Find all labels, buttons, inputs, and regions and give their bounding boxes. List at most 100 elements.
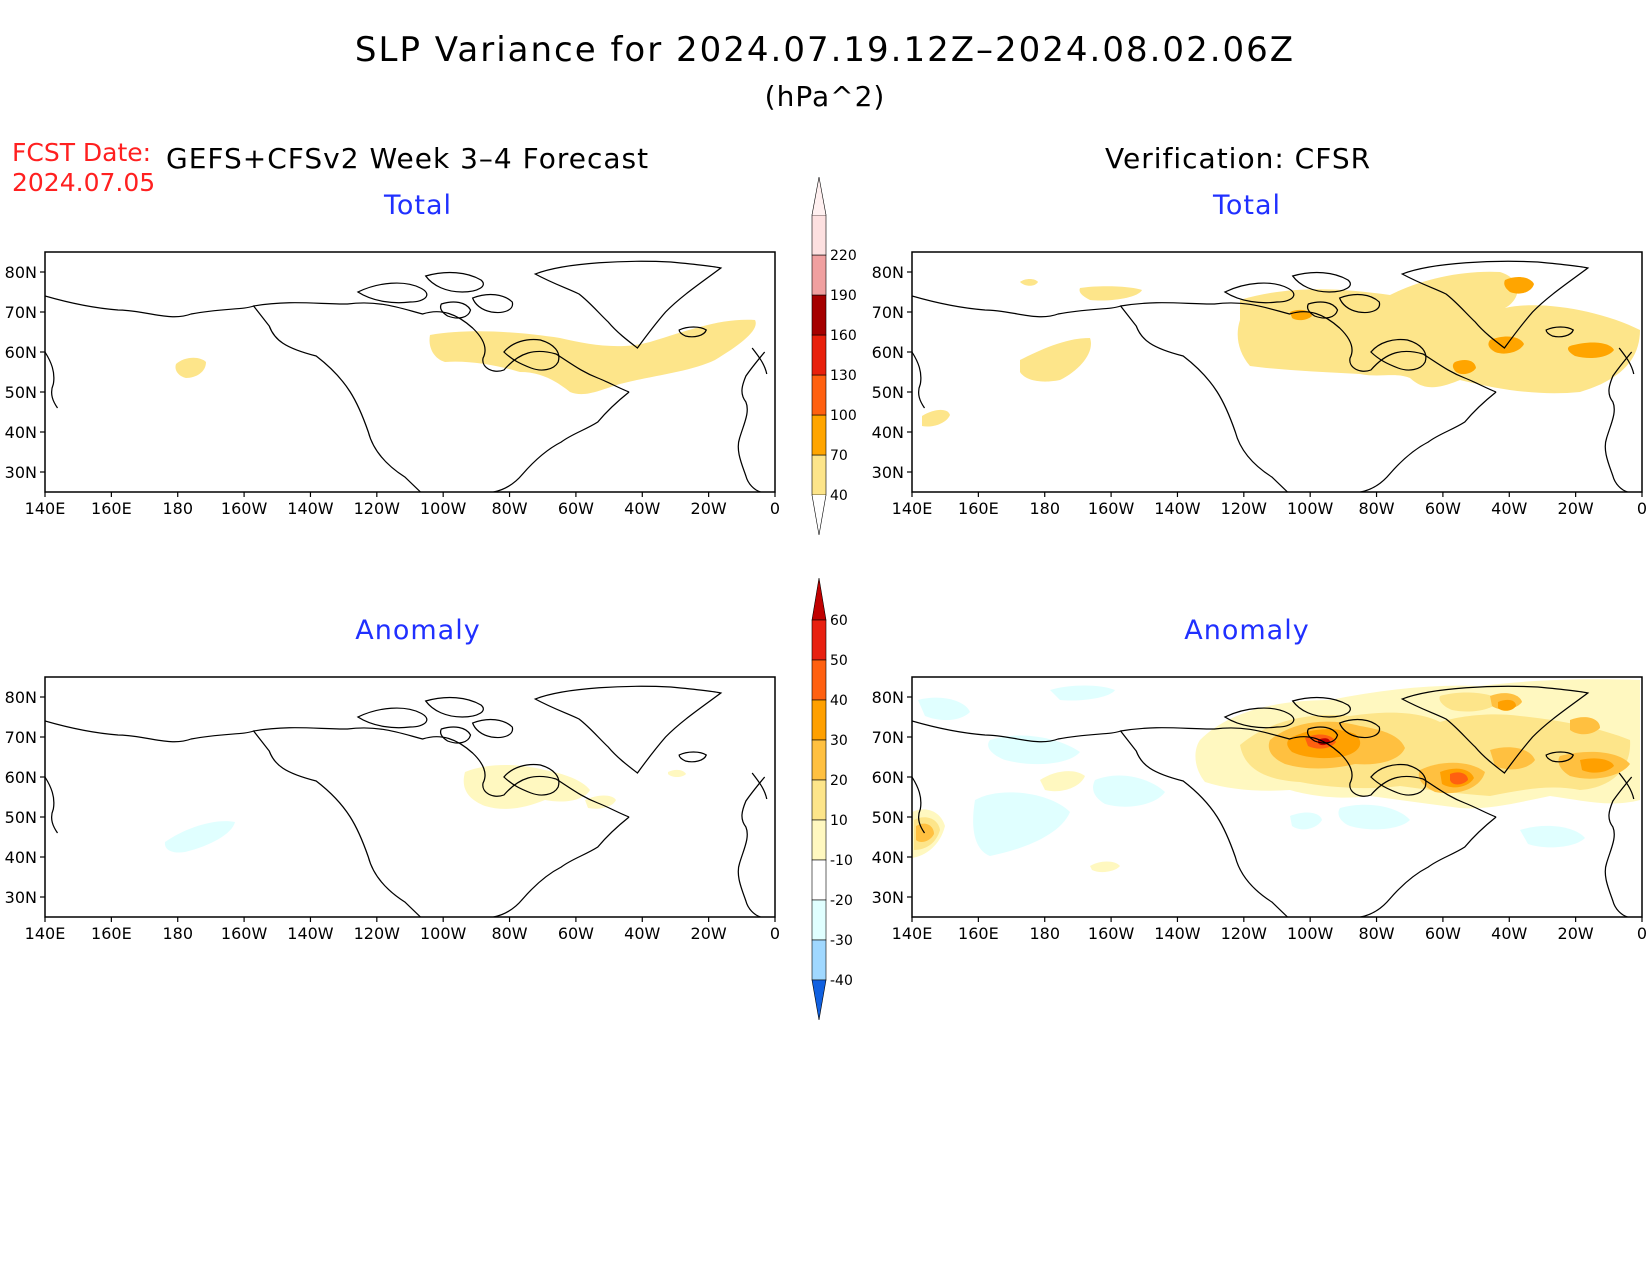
main-units: (hPa^2) bbox=[764, 80, 886, 113]
anomaly-colorbar-label: 40 bbox=[830, 693, 848, 709]
verif-anomaly-shade-30 bbox=[916, 823, 934, 842]
lat-tick-label: 80N bbox=[872, 688, 904, 707]
lon-tick-label: 60W bbox=[1425, 924, 1461, 943]
lon-tick-label: 20W bbox=[691, 924, 727, 943]
anomaly-colorbar-label: 20 bbox=[830, 773, 848, 789]
verif-anomaly-shade-30 bbox=[1490, 747, 1535, 770]
verif-anomaly-shade-neg10 bbox=[988, 735, 1080, 765]
lat-tick-label: 50N bbox=[872, 383, 904, 402]
lat-tick-label: 80N bbox=[5, 688, 37, 707]
lon-tick-label: 0 bbox=[770, 499, 780, 518]
lon-tick-label: 120W bbox=[354, 499, 401, 518]
verif-total-shade-40 bbox=[1020, 338, 1091, 382]
anomaly-colorbar-swatch bbox=[811, 819, 827, 861]
lat-tick-label: 40N bbox=[872, 423, 904, 442]
verif-anomaly-title: Anomaly bbox=[1184, 615, 1310, 646]
verif-anomaly-shade-neg10 bbox=[1520, 825, 1585, 848]
total-colorbar-swatch bbox=[811, 334, 827, 376]
lon-tick-label: 160E bbox=[91, 924, 132, 943]
lat-tick-label: 80N bbox=[5, 263, 37, 282]
lon-tick-label: 140E bbox=[25, 499, 66, 518]
lon-tick-label: 40W bbox=[624, 924, 660, 943]
anomaly-colorbar-top-cap bbox=[811, 577, 827, 621]
verif-anomaly-shade-30 bbox=[1570, 717, 1600, 735]
total-colorbar-label: 40 bbox=[830, 488, 848, 504]
lon-tick-label: 160E bbox=[91, 499, 132, 518]
lat-tick-label: 40N bbox=[5, 848, 37, 867]
verif-anomaly-shade-50 bbox=[1450, 772, 1468, 785]
lon-tick-label: 0 bbox=[1637, 499, 1647, 518]
anomaly-colorbar-bottom-cap bbox=[811, 979, 827, 1021]
lon-tick-label: 140E bbox=[892, 499, 933, 518]
lon-tick-label: 80W bbox=[1358, 499, 1394, 518]
lon-tick-label: 160E bbox=[958, 924, 999, 943]
verif-total-shade-40 bbox=[1079, 286, 1142, 301]
anomaly-colorbar-label: 50 bbox=[830, 653, 848, 669]
lon-tick-label: 180 bbox=[162, 924, 193, 943]
verif-total-panel bbox=[912, 252, 1642, 492]
verif-anomaly-frame bbox=[911, 676, 1643, 918]
verif-anomaly-shade-10 bbox=[1090, 861, 1120, 873]
verif-total-frame bbox=[911, 251, 1643, 493]
lat-tick-label: 50N bbox=[5, 383, 37, 402]
anomaly-colorbar-swatch bbox=[811, 699, 827, 741]
anomaly-colorbar-label: -20 bbox=[830, 893, 853, 909]
lon-tick-label: 80W bbox=[491, 924, 527, 943]
verif-anomaly-shade-10 bbox=[1040, 771, 1085, 792]
total-colorbar-swatch bbox=[811, 454, 827, 496]
verif-total-shade-40 bbox=[1237, 271, 1640, 394]
lon-tick-label: 100W bbox=[1287, 499, 1334, 518]
verif-anomaly-shade-40 bbox=[1580, 758, 1614, 773]
verif-anomaly-shade-neg10 bbox=[918, 697, 970, 721]
fcst-anomaly-frame bbox=[44, 676, 776, 918]
fcst-date-value: 2024.07.05 bbox=[12, 168, 156, 197]
verif-anomaly-shade-neg10 bbox=[1338, 804, 1410, 830]
lon-tick-label: 160E bbox=[958, 499, 999, 518]
lat-tick-label: 60N bbox=[5, 343, 37, 362]
lat-tick-label: 30N bbox=[5, 463, 37, 482]
total-colorbar-bottom-cap bbox=[811, 494, 827, 536]
verif-anomaly-shade-neg10 bbox=[973, 792, 1070, 856]
lon-tick-label: 180 bbox=[1029, 499, 1060, 518]
total-colorbar-swatch bbox=[811, 294, 827, 336]
lon-tick-label: 160W bbox=[221, 924, 268, 943]
verif-total-title: Total bbox=[1212, 190, 1282, 221]
total-colorbar-swatch bbox=[811, 414, 827, 456]
lon-tick-label: 80W bbox=[1358, 924, 1394, 943]
lat-tick-label: 70N bbox=[5, 728, 37, 747]
fcst-anomaly-shade-10 bbox=[668, 769, 686, 777]
lat-tick-label: 50N bbox=[5, 808, 37, 827]
lat-tick-label: 30N bbox=[5, 888, 37, 907]
lat-tick-label: 60N bbox=[872, 768, 904, 787]
fcst-total-panel bbox=[45, 252, 775, 492]
lon-tick-label: 60W bbox=[558, 499, 594, 518]
lon-tick-label: 80W bbox=[491, 499, 527, 518]
verif-anomaly-panel bbox=[912, 677, 1642, 917]
anomaly-colorbar-swatch bbox=[811, 619, 827, 661]
lon-tick-label: 0 bbox=[770, 924, 780, 943]
verif-anomaly-shade-neg10 bbox=[1290, 812, 1322, 830]
lon-tick-label: 140W bbox=[1154, 499, 1201, 518]
lat-tick-label: 30N bbox=[872, 888, 904, 907]
fcst-total-frame bbox=[44, 251, 776, 493]
anomaly-colorbar-swatch bbox=[811, 659, 827, 701]
lat-tick-label: 80N bbox=[872, 263, 904, 282]
total-colorbar-label: 70 bbox=[830, 448, 848, 464]
forecast-header: GEFS+CFSv2 Week 3–4 Forecast bbox=[166, 142, 650, 175]
lon-tick-label: 160W bbox=[1088, 924, 1135, 943]
total-colorbar-swatch bbox=[811, 214, 827, 256]
total-colorbar-label: 100 bbox=[830, 408, 857, 424]
lon-tick-label: 120W bbox=[1221, 499, 1268, 518]
lon-tick-label: 20W bbox=[1558, 499, 1594, 518]
fcst-total-shade-40 bbox=[175, 357, 206, 378]
lat-tick-label: 60N bbox=[5, 768, 37, 787]
anomaly-colorbar-swatch bbox=[811, 739, 827, 781]
lon-tick-label: 120W bbox=[1221, 924, 1268, 943]
anomaly-colorbar-swatch bbox=[811, 899, 827, 941]
lon-tick-label: 140W bbox=[287, 499, 334, 518]
verif-total-shade-70 bbox=[1452, 360, 1476, 375]
lon-tick-label: 60W bbox=[1425, 499, 1461, 518]
anomaly-colorbar-label: -40 bbox=[830, 973, 853, 989]
lon-tick-label: 0 bbox=[1637, 924, 1647, 943]
